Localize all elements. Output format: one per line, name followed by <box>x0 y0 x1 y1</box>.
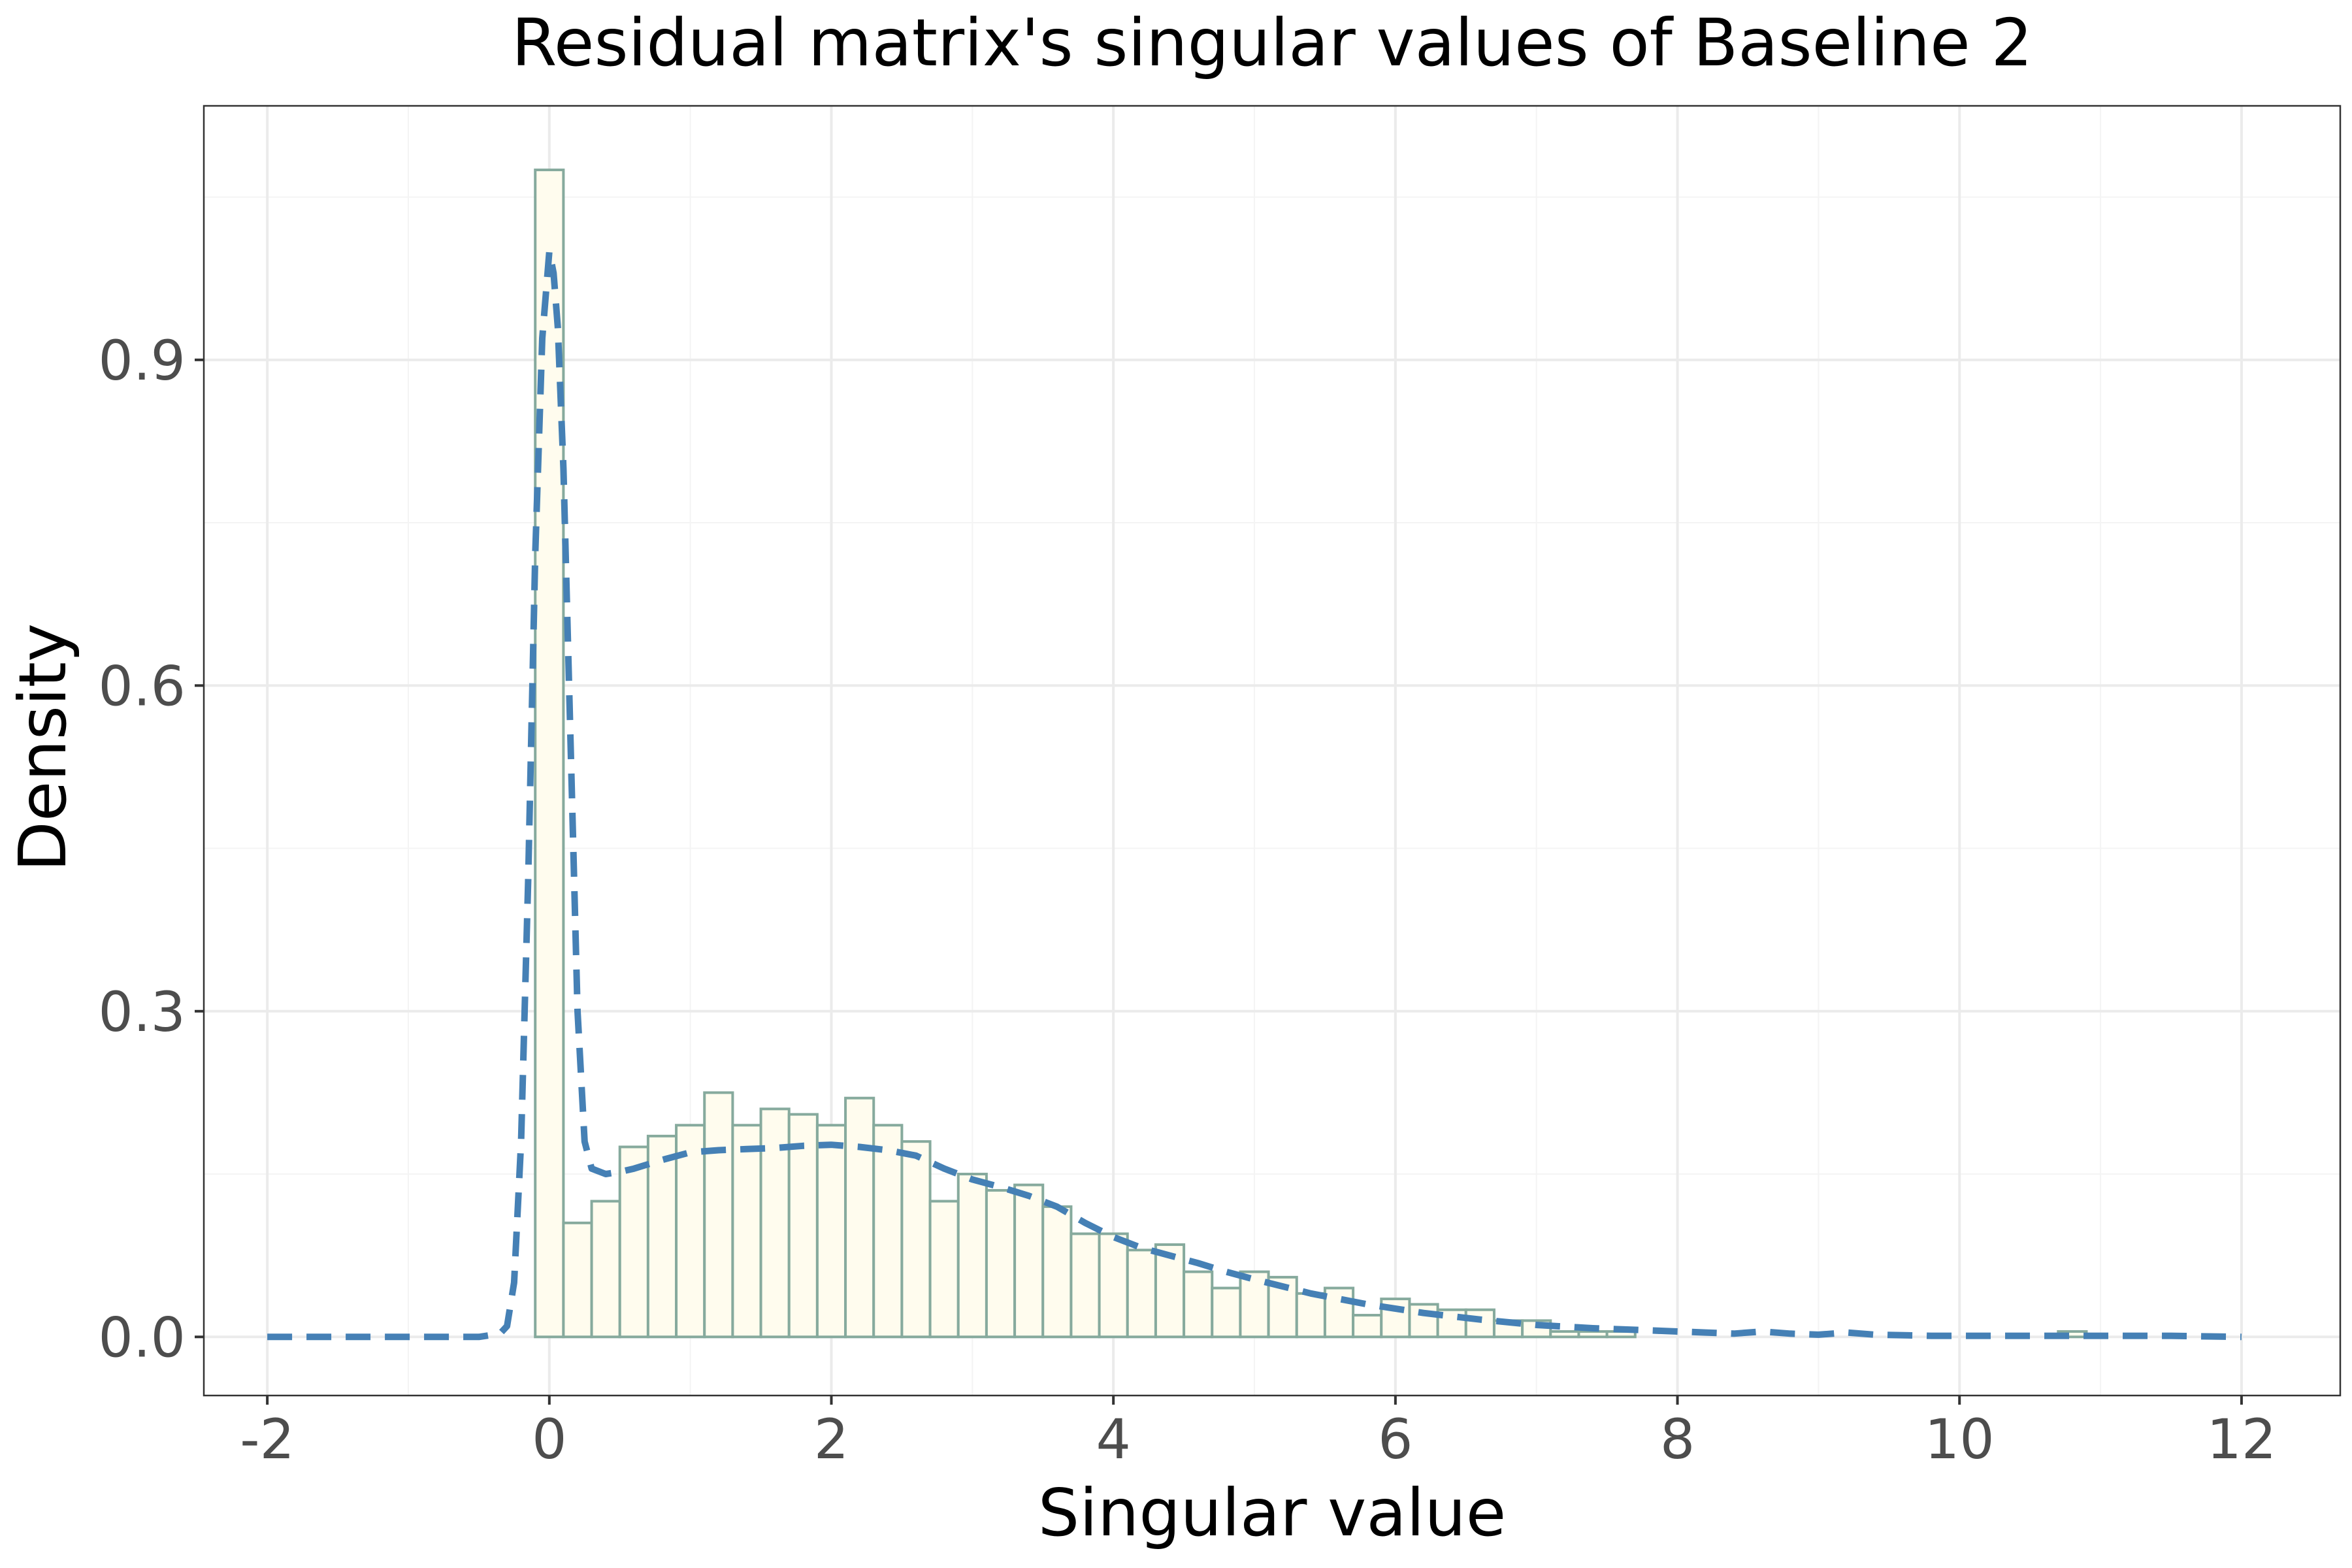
histogram-bar <box>675 1124 706 1339</box>
histogram-bar <box>815 1124 847 1339</box>
histogram-bar <box>703 1091 734 1339</box>
histogram-bar <box>956 1173 988 1339</box>
histogram-bar <box>872 1124 904 1339</box>
histogram-bars <box>534 169 2088 1339</box>
histogram-bar <box>1239 1270 1270 1339</box>
histogram-bar <box>844 1096 875 1339</box>
density-curve-group <box>267 248 2242 1341</box>
grid-minor <box>204 106 2340 1396</box>
x-axis: -2 0 2 4 6 8 10 12 <box>240 1396 2276 1471</box>
x-tick-label: 12 <box>2206 1407 2276 1471</box>
histogram-bar <box>1013 1183 1045 1339</box>
y-tick-label: 0.0 <box>98 1305 186 1369</box>
histogram-bar <box>1098 1232 1129 1339</box>
x-axis-title: Singular value <box>1038 1475 1507 1551</box>
histogram-bar <box>985 1188 1017 1339</box>
histogram-bar <box>759 1107 791 1339</box>
density-curve <box>267 248 2242 1341</box>
chart-title: Residual matrix's singular values of Bas… <box>512 5 2033 81</box>
x-tick-label: 6 <box>1378 1407 1413 1471</box>
x-tick-label: 10 <box>1925 1407 1995 1471</box>
histogram-bar <box>1154 1243 1186 1339</box>
histogram-bar <box>590 1200 621 1339</box>
x-tick-label: 0 <box>532 1407 566 1471</box>
y-tick-label: 0.9 <box>98 329 186 393</box>
histogram-bar <box>1183 1270 1214 1339</box>
histogram-bar <box>562 1221 593 1339</box>
histogram-bar <box>1070 1232 1101 1339</box>
x-tick-label: 2 <box>814 1407 849 1471</box>
y-axis: 0.0 0.3 0.6 0.9 <box>98 329 204 1369</box>
y-axis-title: Density <box>5 623 81 872</box>
histogram-bar <box>646 1134 678 1339</box>
histogram-bar <box>1352 1314 1383 1339</box>
histogram-bar <box>1126 1249 1157 1339</box>
y-tick-label: 0.6 <box>98 654 186 718</box>
histogram-bar <box>1464 1308 1495 1339</box>
histogram-bar <box>787 1113 819 1339</box>
histogram-bar <box>1295 1292 1326 1339</box>
histogram-bar <box>1041 1205 1073 1339</box>
panel-border <box>203 105 2342 1397</box>
grid-major <box>204 106 2340 1396</box>
x-tick-label: 4 <box>1096 1407 1130 1471</box>
y-tick-label: 0.3 <box>98 980 186 1044</box>
histogram-bar <box>731 1124 762 1339</box>
histogram-bar <box>900 1140 932 1339</box>
histogram-bar <box>1577 1330 1609 1339</box>
histogram-bar <box>618 1145 649 1339</box>
histogram-bar <box>928 1200 960 1339</box>
histogram-bar <box>1549 1330 1580 1339</box>
histogram-bar <box>1408 1303 1439 1339</box>
x-tick-label: -2 <box>240 1407 295 1471</box>
histogram-bar <box>1211 1286 1242 1339</box>
histogram-bar <box>1323 1286 1355 1339</box>
x-tick-label: 8 <box>1660 1407 1695 1471</box>
